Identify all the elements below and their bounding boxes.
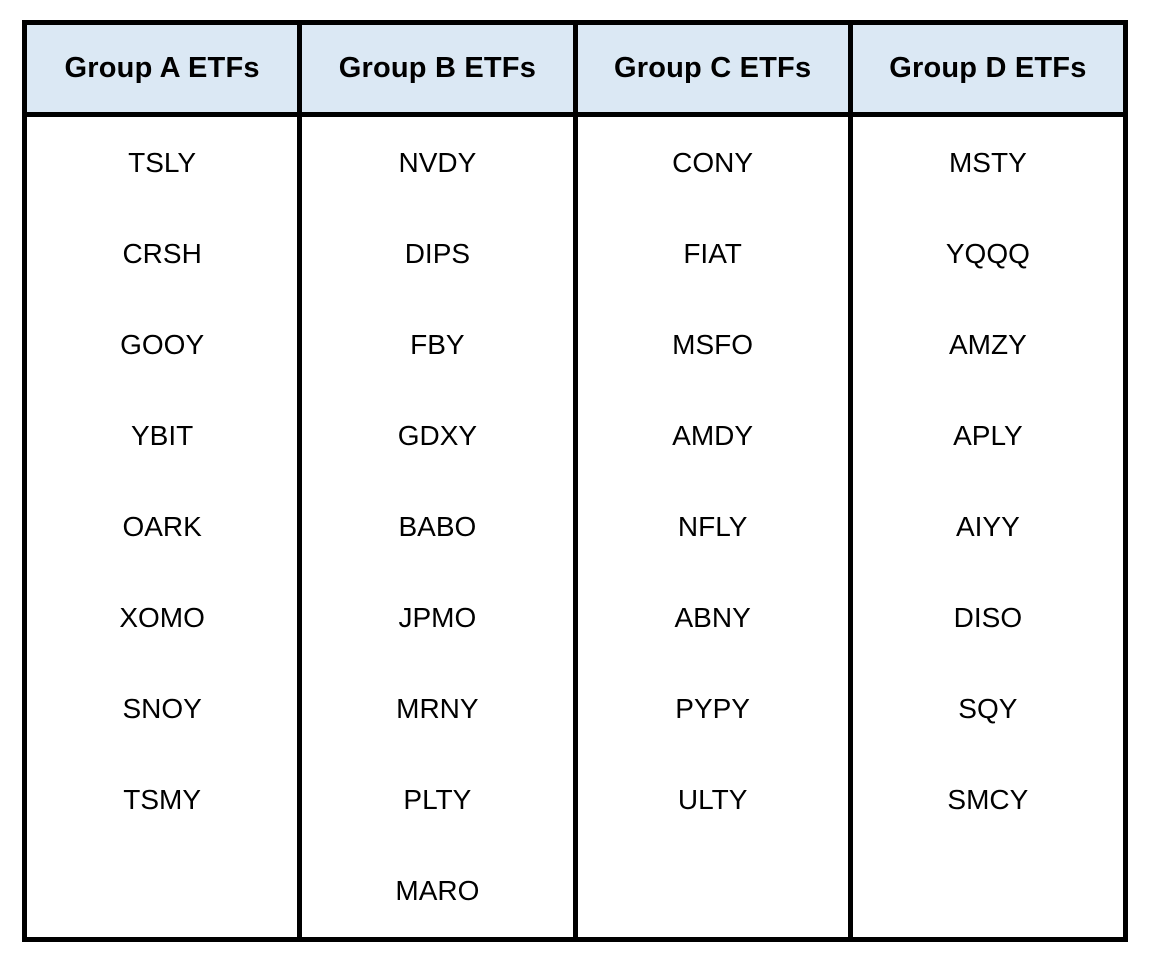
ticker-cell: MSTY: [948, 146, 1027, 178]
column-body-group-d: MSTY YQQQ AMZY APLY AIYY DISO SQY SMCY: [853, 117, 1123, 937]
ticker-cell: YBIT: [131, 419, 194, 451]
ticker-cell-empty: [578, 846, 848, 937]
column-group-c: Group C ETFs CONY FIAT MSFO AMDY NFLY AB…: [572, 25, 848, 937]
ticker-cell: APLY: [953, 419, 1023, 451]
ticker-cell: DISO: [953, 602, 1023, 634]
column-header-group-c: Group C ETFs: [577, 25, 848, 117]
ticker-cell: CONY: [672, 146, 754, 178]
ticker-cell: CRSH: [122, 237, 202, 269]
ticker-cell: MSFO: [672, 328, 754, 360]
column-group-a: Group A ETFs TSLY CRSH GOOY YBIT OARK XO…: [27, 25, 298, 937]
ticker-cell: MARO: [395, 875, 480, 907]
ticker-cell: NFLY: [677, 510, 748, 542]
ticker-cell: PYPY: [675, 693, 750, 725]
ticker-cell: JPMO: [398, 602, 477, 634]
column-body-group-c: CONY FIAT MSFO AMDY NFLY ABNY PYPY ULTY: [578, 117, 848, 937]
ticker-cell: ULTY: [677, 784, 748, 816]
ticker-cell: DIPS: [404, 237, 471, 269]
ticker-cell: SMCY: [947, 784, 1029, 816]
ticker-cell: AIYY: [955, 510, 1020, 542]
ticker-cell: NVDY: [398, 146, 477, 178]
column-header-group-d: Group D ETFs: [852, 25, 1123, 117]
ticker-cell-empty: [27, 846, 297, 937]
ticker-cell: SQY: [958, 693, 1018, 725]
ticker-cell: TSLY: [128, 146, 197, 178]
column-header-group-a: Group A ETFs: [27, 25, 298, 117]
ticker-cell: FIAT: [683, 237, 742, 269]
ticker-cell: PLTY: [403, 784, 472, 816]
ticker-cell-empty: [853, 846, 1123, 937]
ticker-cell: GDXY: [397, 419, 478, 451]
ticker-cell: YQQQ: [945, 237, 1030, 269]
column-body-group-a: TSLY CRSH GOOY YBIT OARK XOMO SNOY TSMY: [27, 117, 297, 937]
ticker-cell: AMZY: [948, 328, 1027, 360]
ticker-cell: AMDY: [672, 419, 754, 451]
etf-groups-table: Group A ETFs TSLY CRSH GOOY YBIT OARK XO…: [22, 20, 1128, 942]
ticker-cell: SNOY: [122, 693, 202, 725]
column-group-d: Group D ETFs MSTY YQQQ AMZY APLY AIYY DI…: [847, 25, 1123, 937]
ticker-cell: XOMO: [119, 602, 205, 634]
ticker-cell: GOOY: [120, 328, 205, 360]
ticker-cell: OARK: [122, 510, 202, 542]
ticker-cell: BABO: [398, 510, 477, 542]
ticker-cell: FBY: [410, 328, 465, 360]
column-body-group-b: NVDY DIPS FBY GDXY BABO JPMO MRNY PLTY M…: [302, 117, 572, 937]
column-header-group-b: Group B ETFs: [302, 25, 573, 117]
ticker-cell: ABNY: [674, 602, 751, 634]
column-group-b: Group B ETFs NVDY DIPS FBY GDXY BABO JPM…: [297, 25, 573, 937]
ticker-cell: TSMY: [123, 784, 202, 816]
ticker-cell: MRNY: [396, 693, 479, 725]
